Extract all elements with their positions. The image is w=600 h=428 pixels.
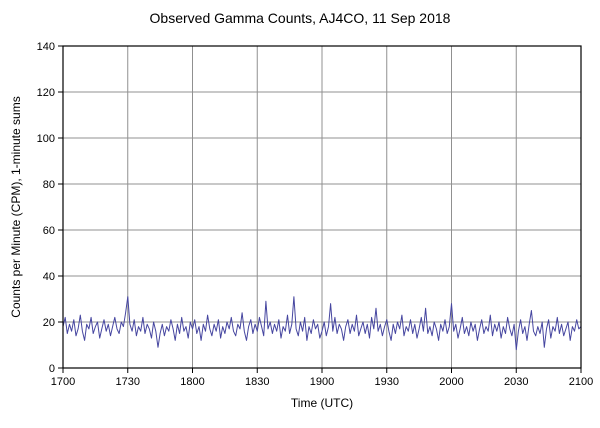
x-tick-label: 2030 [504,376,528,388]
y-tick-label: 100 [37,133,55,145]
y-tick-label: 0 [49,363,55,375]
x-tick-label: 1930 [375,376,399,388]
y-tick-label: 20 [43,317,55,329]
chart-title: Observed Gamma Counts, AJ4CO, 11 Sep 201… [149,10,451,26]
x-tick-label: 1700 [51,376,75,388]
y-tick-label: 80 [43,179,55,191]
x-tick-label: 1830 [245,376,269,388]
y-tick-label: 120 [37,87,55,99]
x-axis-title: Time (UTC) [290,396,354,410]
x-tick-label: 1800 [180,376,204,388]
y-tick-label: 40 [43,271,55,283]
x-tick-label: 2100 [569,376,593,388]
y-axis-title: Counts per Minute (CPM), 1-minute sums [9,96,23,318]
y-tick-label: 140 [37,41,55,53]
x-tick-label: 1730 [116,376,140,388]
gamma-series-line [62,296,582,351]
x-tick-label: 1900 [310,376,334,388]
y-tick-label: 60 [43,225,55,237]
x-tick-label: 2000 [439,376,463,388]
